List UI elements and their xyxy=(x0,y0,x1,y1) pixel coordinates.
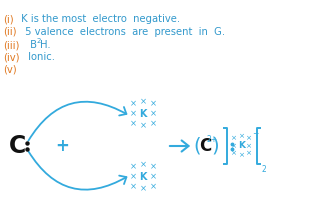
Text: ×: × xyxy=(232,151,238,156)
FancyArrowPatch shape xyxy=(28,151,126,190)
Text: ×: × xyxy=(150,183,157,192)
Text: ×: × xyxy=(150,109,157,118)
Text: (: ( xyxy=(193,137,201,156)
Text: ×: × xyxy=(150,162,157,171)
Text: 2: 2 xyxy=(262,165,267,174)
Text: (v): (v) xyxy=(3,64,17,74)
Text: ×: × xyxy=(239,133,245,139)
Text: ×: × xyxy=(150,173,157,181)
Text: K: K xyxy=(139,172,147,182)
Text: K: K xyxy=(238,141,245,151)
Text: ×: × xyxy=(140,122,146,130)
Text: −: − xyxy=(252,129,258,138)
Text: H.: H. xyxy=(40,40,51,50)
Text: K: K xyxy=(139,109,147,119)
Text: ×: × xyxy=(140,185,146,194)
Text: ×: × xyxy=(239,152,245,158)
Text: ×: × xyxy=(150,99,157,109)
Text: C: C xyxy=(199,137,211,155)
Text: 2+: 2+ xyxy=(206,135,218,145)
Text: ×: × xyxy=(129,173,136,181)
Text: ×: × xyxy=(246,143,253,149)
Text: (iv): (iv) xyxy=(3,52,20,62)
Text: C: C xyxy=(9,134,26,158)
Text: (iii): (iii) xyxy=(3,40,20,50)
FancyArrowPatch shape xyxy=(170,140,189,152)
Text: ×: × xyxy=(232,135,238,141)
Text: +: + xyxy=(55,137,69,155)
FancyArrowPatch shape xyxy=(28,102,126,141)
Text: ×: × xyxy=(150,120,157,128)
Text: ×: × xyxy=(129,183,136,192)
Text: B: B xyxy=(27,40,37,50)
Text: 2: 2 xyxy=(37,38,41,44)
Text: ×: × xyxy=(140,160,146,170)
Text: K is the most  electro  negative.: K is the most electro negative. xyxy=(18,14,180,24)
Text: ×: × xyxy=(129,162,136,171)
Text: ×: × xyxy=(129,99,136,109)
Text: 5 valence  electrons  are  present  in  G.: 5 valence electrons are present in G. xyxy=(22,27,225,37)
Text: (i): (i) xyxy=(3,14,14,24)
Text: ×: × xyxy=(129,109,136,118)
Text: ×: × xyxy=(232,143,238,149)
Text: ×: × xyxy=(246,151,253,156)
Text: Ionic.: Ionic. xyxy=(25,52,55,62)
Text: ×: × xyxy=(246,135,253,141)
Text: (ii): (ii) xyxy=(3,27,16,37)
Text: ×: × xyxy=(140,97,146,107)
Text: ×: × xyxy=(129,120,136,128)
Text: ): ) xyxy=(211,137,219,156)
